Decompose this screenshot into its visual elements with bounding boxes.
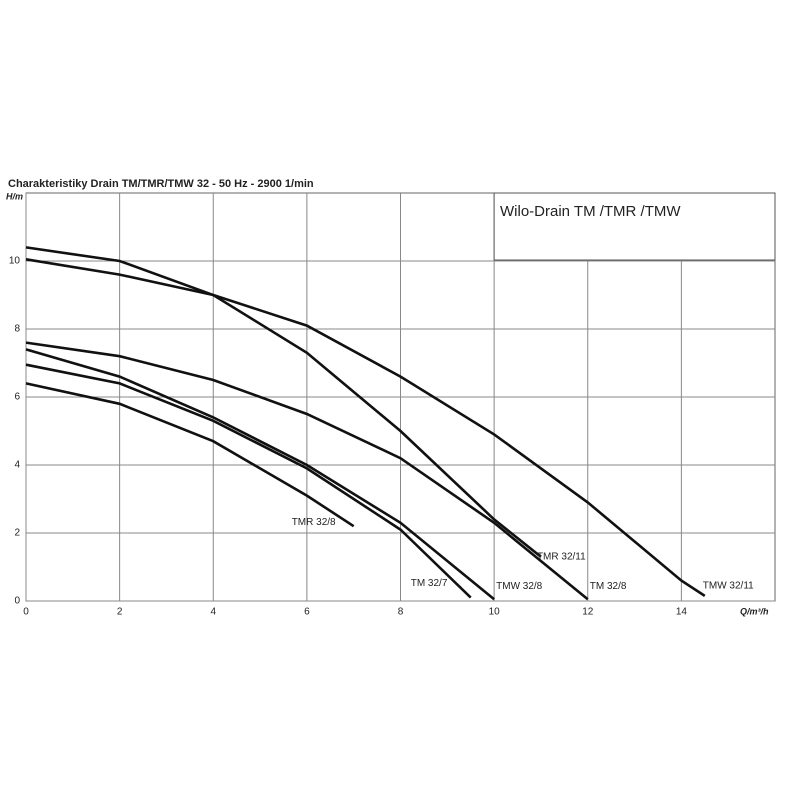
x-tick-label: 4 xyxy=(210,607,216,618)
x-tick-label: 14 xyxy=(676,607,688,618)
curve xyxy=(25,246,542,558)
curve xyxy=(25,341,589,601)
curve-label: TM 32/7 xyxy=(411,578,448,589)
y-tick-label: 4 xyxy=(14,460,20,471)
x-tick-label: 2 xyxy=(117,607,123,618)
x-tick-label: 6 xyxy=(304,607,310,618)
box-title: Wilo-Drain TM /TMR /TMW xyxy=(500,203,681,220)
y-axis-label: H/m xyxy=(6,191,23,201)
curve-label: TMW 32/11 xyxy=(703,581,754,592)
title-box xyxy=(493,192,776,261)
curve-label: TMW 32/8 xyxy=(496,581,543,592)
curve xyxy=(25,348,495,601)
curve-label: TMR 32/8 xyxy=(292,517,336,528)
x-tick-label: 8 xyxy=(398,607,404,618)
y-tick-label: 2 xyxy=(14,528,20,539)
curve xyxy=(25,382,355,528)
y-tick-label: 8 xyxy=(14,324,20,335)
curve xyxy=(25,258,706,597)
curve-label: TM 32/8 xyxy=(590,581,627,592)
curve-label: TMR 32/11 xyxy=(537,551,586,562)
x-tick-label: 12 xyxy=(582,607,594,618)
y-tick-label: 0 xyxy=(14,596,20,607)
x-tick-label: 10 xyxy=(489,607,501,618)
curve xyxy=(25,363,472,599)
x-axis-label: Q/m³/h xyxy=(740,606,769,616)
y-tick-label: 10 xyxy=(9,256,21,267)
y-tick-label: 6 xyxy=(14,392,20,403)
chart-title: Charakteristiky Drain TM/TMR/TMW 32 - 50… xyxy=(8,178,314,190)
x-tick-label: 0 xyxy=(23,607,29,618)
